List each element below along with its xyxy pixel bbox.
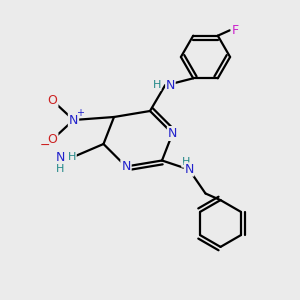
Text: H: H: [182, 157, 190, 167]
Text: O: O: [48, 94, 57, 107]
Text: F: F: [232, 24, 239, 37]
Text: N: N: [121, 160, 131, 173]
Text: H: H: [56, 164, 64, 174]
Text: O: O: [48, 133, 57, 146]
Text: N: N: [69, 113, 78, 127]
Text: N: N: [168, 127, 177, 140]
Text: H: H: [68, 152, 76, 163]
Text: N: N: [184, 163, 194, 176]
Text: +: +: [76, 108, 84, 118]
Text: N: N: [166, 79, 175, 92]
Text: H: H: [152, 80, 161, 91]
Text: −: −: [40, 139, 50, 152]
Text: N: N: [55, 151, 65, 164]
